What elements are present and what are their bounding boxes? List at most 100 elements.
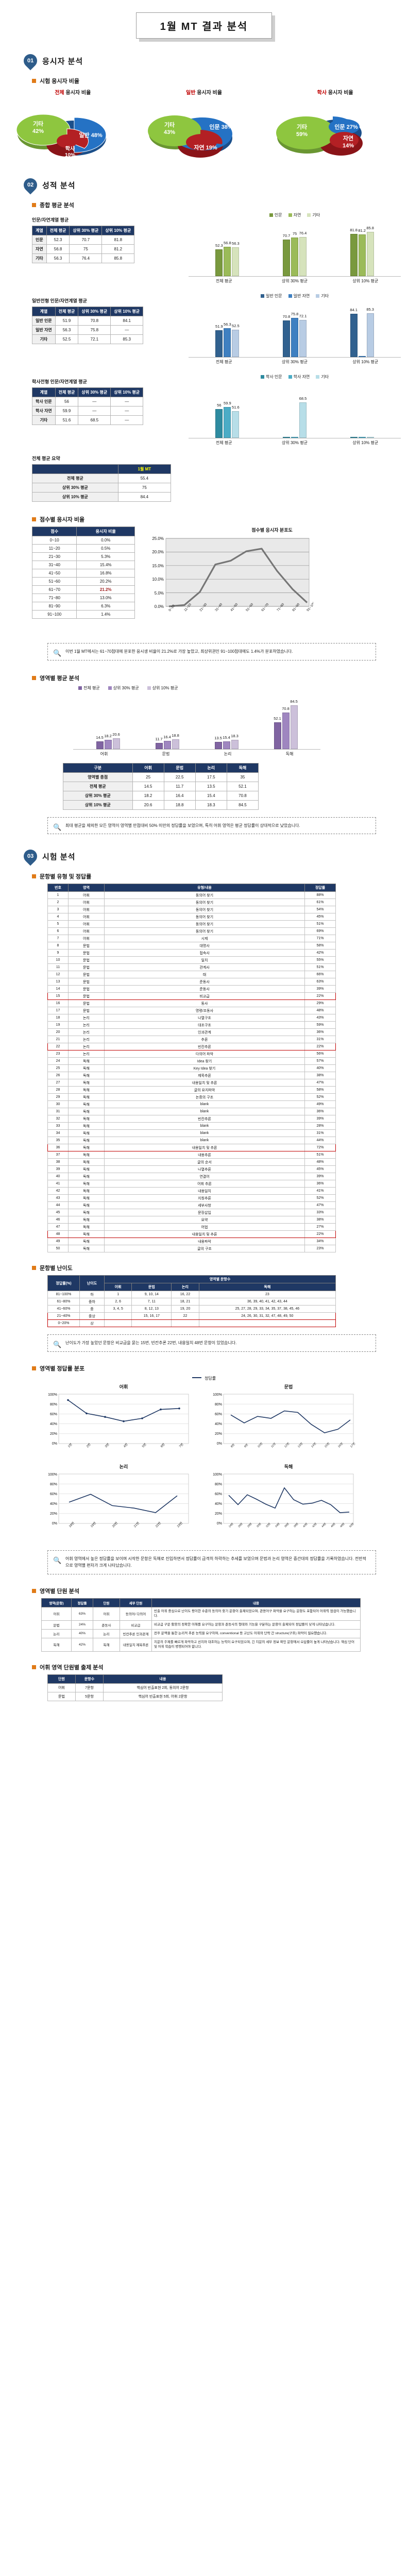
pie-svg-bachelor: 인문 27% 기타 59% 자연 14%: [276, 116, 363, 156]
table-row: 기타 51.6 68.5—: [32, 415, 144, 425]
bar: 72.1: [299, 314, 307, 357]
table-row: 13 문법 준동사 63%: [47, 978, 336, 986]
table-row: 일반 인문 51.9 70.8 84.1: [32, 316, 144, 326]
bar: 56: [215, 403, 223, 438]
pie-chart-general: 일반 응시자 비율 인문 38% 기타 43% 자연 19%: [140, 88, 268, 163]
section-badge-02: 02: [21, 175, 40, 195]
bullet-square-icon: [32, 203, 36, 207]
table-row: 문법 5문항 핵심어 빈출표현 5회, 어휘 2문항: [47, 1691, 223, 1701]
table-row: 7 어휘 시제 71%: [47, 935, 336, 943]
svg-text:1번: 1번: [67, 1442, 73, 1448]
table-row: 51~60 20.2%: [31, 577, 135, 586]
svg-text:15.0%: 15.0%: [152, 564, 164, 568]
svg-text:20.0%: 20.0%: [152, 550, 164, 554]
svg-text:7번: 7번: [178, 1442, 184, 1448]
svg-text:20%: 20%: [50, 1432, 57, 1436]
magnifier-icon: 🔍: [53, 649, 62, 657]
svg-text:인문 27%: 인문 27%: [334, 123, 358, 130]
bar: [291, 437, 298, 438]
svg-text:42%: 42%: [32, 128, 44, 134]
area-chart-logic: 논리 100% 80% 60% 40% 20% 0% 18번 19번 20번 21번 22번…: [41, 1463, 206, 1543]
section-badge-03: 03: [21, 846, 40, 866]
section-title-01: 응시자 분석: [42, 57, 83, 66]
bar: [350, 437, 358, 438]
section-header-03: 03 시험 분석: [21, 846, 408, 866]
svg-text:100%: 100%: [213, 1473, 222, 1477]
svg-text:59%: 59%: [296, 131, 308, 138]
table-row: 38 독해 글의 순서 48%: [47, 1158, 336, 1166]
table-row: 상위 30% 평균 75: [32, 483, 172, 493]
svg-text:5번: 5번: [141, 1442, 147, 1448]
subsection-area-distribution: 영역별 정답률 분포: [32, 1364, 408, 1372]
th-level: 난이도: [79, 1275, 105, 1292]
bar: 56.3: [224, 322, 231, 357]
line-chart-title: 점수별 응시자 분포도: [251, 528, 293, 533]
question-list-table: 번호 영역 유형/내용 정답률 1 어휘 동의어 찾기 88% 2 어휘 동의어 찾기 61%…: [47, 884, 336, 1253]
line-chart-logic: 100%80%60% 40%20%0% 18번 19번 20번 21번 22번 23번: [48, 1473, 189, 1528]
svg-text:20%: 20%: [215, 1432, 222, 1436]
area-chart-vocab: 어휘 100% 80% 60% 40% 20% 0% 1번 2번 3번 4번 5번 6번 7번: [41, 1383, 206, 1463]
legend-item: 일반 인문: [260, 293, 282, 299]
table-row: 상위 10% 평균 20.6 18.8 18.3 84.5: [63, 800, 259, 810]
svg-text:4번: 4번: [123, 1442, 129, 1448]
table-row: 학사 자연 59.9— —: [32, 406, 144, 416]
svg-text:40%: 40%: [215, 1502, 222, 1506]
line-chart-vocab: 100% 80% 60% 40% 20% 0% 1번 2번 3번 4번 5번 6번 7번: [48, 1393, 189, 1448]
svg-text:60%: 60%: [50, 1493, 57, 1496]
th-score-range: 점수: [31, 527, 77, 536]
table-row: 전체 평균 55.4: [32, 473, 172, 483]
table-row: 26 독해 제목추론 38%: [47, 1072, 336, 1080]
svg-text:60%: 60%: [50, 1413, 57, 1416]
subsection-area-average: 영역별 평균 분석: [32, 674, 408, 682]
pie-chart-bachelor: 학사 응시자 비율 인문 27% 기타 59% 자연 14%: [271, 88, 400, 163]
th-content: 내용: [151, 1598, 361, 1607]
svg-text:자연 19%: 자연 19%: [194, 144, 217, 151]
table-row: 9 문법 접속사 42%: [47, 949, 336, 957]
table-row: 41 독해 어휘 추론 36%: [47, 1180, 336, 1188]
note-difficulty: 🔍 난이도가 가장 높았던 문항은 비교급을 묻는 15번, 빈칸추론 22번,…: [47, 1334, 376, 1352]
bar: 56.8: [224, 241, 231, 276]
bar-legend-1: 인문 자연 기타: [189, 212, 401, 218]
bar-group: 52.1 70.8 84.5: [274, 699, 298, 749]
table-row: 37 독해 내용추론 51%: [47, 1151, 336, 1159]
table-row: 8 문법 대명사 58%: [47, 942, 336, 950]
bullet-square-icon: [32, 517, 36, 521]
pie-chart-group: 전체 응시자 비율 일반 48% 기타 42% 학사 10%: [0, 88, 408, 163]
svg-text:5.0%: 5.0%: [155, 591, 164, 596]
score-distribution-table: 점수 응시자 비율 0~10 0.0% 11~20 0.5% 21~30 5.3% 31~4…: [31, 527, 135, 619]
svg-text:0%: 0%: [52, 1442, 57, 1446]
bar: 70.7: [283, 233, 290, 276]
bar-chart-3: 학사 인문 학사 자연 기타 56 59.9 51.6 68.5: [189, 374, 401, 446]
line-chart-reading: 100%80%60% 40%20%0% 24번 26번 28번 30번 32번 34번…: [213, 1473, 355, 1528]
table-row: 61~80% 중하 2, 6 7, 11 18, 21 36, 39, 40, 41, 4…: [47, 1298, 336, 1306]
bar-legend-3: 학사 인문 학사 자연 기타: [189, 374, 401, 380]
table-row: 기타 52.5 72.1 85.3: [32, 334, 144, 344]
table-row: 28 독해 글의 요지파악 58%: [47, 1086, 336, 1094]
table-row: 4 어휘 동의어 찾기 45%: [47, 913, 336, 921]
pie-caption-general: 일반 응시자 비율: [140, 88, 268, 96]
note-area-average: 🔍 최대 평균을 제외한 모든 영역이 영역별 만점대비 50% 미만의 정답률…: [47, 817, 376, 835]
bar: 76.4: [299, 231, 307, 276]
area-chart-grammar: 문법 100% 80% 60% 40% 20% 0% 8번 9번 10번 11번 12번 13…: [206, 1383, 371, 1463]
svg-text:기타: 기타: [297, 123, 308, 130]
table-row: 45 독해 문장삽입 33%: [47, 1209, 336, 1217]
table-row: 40 독해 연결어 39%: [47, 1173, 336, 1181]
table-row: 21~30 5.3%: [31, 552, 135, 561]
pie-svg-general: 인문 38% 기타 43% 자연 19%: [147, 115, 233, 158]
table-row: 47 독해 어법 27%: [47, 1223, 336, 1231]
subsection-title: 영역별 단원 분석: [40, 1588, 79, 1595]
area-bar-groups: 14.5 18.2 20.6 11.7 16.4 18.8 13.5 15.4 …: [73, 693, 320, 750]
pie-caption-prefix: 전체: [55, 90, 64, 96]
table-row: 50 독해 글의 구조 23%: [47, 1245, 336, 1253]
note-text: 이번 1월 MT에서는 61~70점대에 분포한 응시생 비율이 21.2%로 …: [65, 649, 293, 654]
table-row: 상위 30% 평균 18.2 16.4 15.4 70.8: [63, 790, 259, 801]
svg-text:80%: 80%: [50, 1403, 57, 1406]
bar: 51.9: [215, 324, 223, 357]
table-row: 기타 56.3 76.4 85.8: [32, 253, 135, 263]
table-row: 5 어휘 동의어 찾기 51%: [47, 920, 336, 928]
bar: 11.7: [155, 737, 163, 749]
th-subunit: 세부 단원: [120, 1598, 152, 1607]
score-table-3: 계열 전체 평균 상위 30% 평균 상위 10% 평균 학사 인문 56— — 학…: [32, 387, 144, 425]
th-no: 번호: [47, 884, 69, 892]
score-block-humanities-natural: 인문/자연계열 평균 계열 전체 평균 상위 30% 평균 상위 10% 평균 …: [32, 212, 401, 284]
